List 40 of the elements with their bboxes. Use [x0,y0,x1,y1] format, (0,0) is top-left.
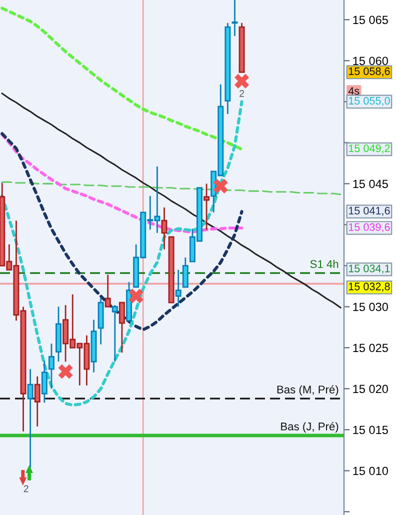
y-tick-label: 15 060 [353,56,388,66]
point [58,364,73,379]
line-series [0,132,244,234]
line-series [0,100,244,407]
text: 15 055,0 [348,96,390,106]
y-tick-label: 15 010 [353,466,388,476]
y-tick-label: 15 015 [353,426,388,434]
y-tick-label: 15 045 [353,180,388,188]
point [128,288,144,304]
text: 15 058,6 [348,67,390,76]
annotation: 2 [24,485,28,492]
text: 15 039,6 [348,223,390,232]
text: 15 032,8 [348,282,390,292]
candlestick [104,274,111,308]
candlestick [112,304,118,362]
candlestick [161,206,168,250]
text: 15 041,6 [348,206,390,216]
text: 15 034,1 [348,264,390,274]
point [234,74,250,88]
annotation: 2 [240,90,244,97]
line-series [0,6,244,151]
ref-line-label: Bas (J, Pré) [281,422,338,433]
candlestick [204,183,210,230]
ref-line-label: S1 4h [310,260,338,268]
text: 15 049,2 [348,144,390,154]
ref-line-label: Bas (M, Pré) [277,385,338,396]
y-tick-label: 15 030 [353,302,388,312]
candlestick [41,360,48,404]
y-tick-label: 15 065 [353,16,388,24]
candlestick [232,0,238,37]
candlestick [34,376,40,428]
candlestick [48,342,54,390]
point [213,178,228,194]
y-tick-label: 15 020 [353,384,388,394]
candlestick [118,302,125,354]
candlestick [175,269,182,308]
line-series [0,132,244,332]
candlestick [182,256,188,288]
y-tick-label: 15 025 [353,344,388,352]
text: 4s [348,87,360,95]
